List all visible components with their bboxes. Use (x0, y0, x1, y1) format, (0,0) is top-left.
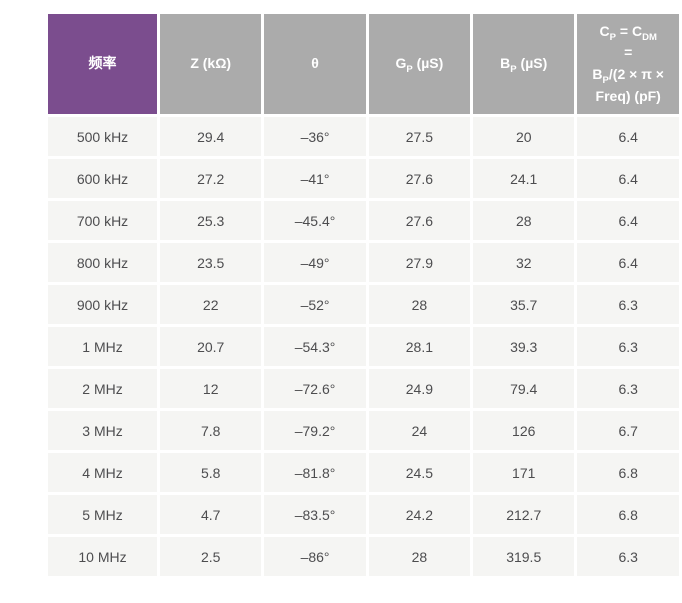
cell-freq: 900 kHz (48, 285, 158, 324)
table-row: 500 kHz 29.4 –36° 27.5 20 6.4 (48, 117, 679, 156)
cell-theta: –36° (264, 117, 366, 156)
cell-freq: 800 kHz (48, 243, 158, 282)
cell-bp: 319.5 (473, 537, 575, 576)
table-row: 1 MHz 20.7 –54.3° 28.1 39.3 6.3 (48, 327, 679, 366)
cell-gp: 24 (368, 411, 471, 450)
cell-gp: 27.9 (368, 243, 471, 282)
cell-z: 25.3 (160, 201, 262, 240)
col-header-gp: GP (µS) (368, 14, 471, 114)
cell-cp: 6.3 (577, 537, 679, 576)
cell-cp: 6.4 (577, 117, 679, 156)
cell-z: 4.7 (160, 495, 262, 534)
table-row: 3 MHz 7.8 –79.2° 24 126 6.7 (48, 411, 679, 450)
cell-gp: 28 (368, 285, 471, 324)
cell-gp: 28 (368, 537, 471, 576)
table-row: 800 kHz 23.5 –49° 27.9 32 6.4 (48, 243, 679, 282)
cell-bp: 35.7 (473, 285, 575, 324)
cell-bp: 20 (473, 117, 575, 156)
cell-freq: 3 MHz (48, 411, 158, 450)
col-header-z: Z (kΩ) (160, 14, 262, 114)
cell-freq: 2 MHz (48, 369, 158, 408)
cell-cp: 6.3 (577, 369, 679, 408)
col-header-cp: CP = CDM = BP/(2 × π × Freq) (pF) (577, 14, 679, 114)
table-header-row: 频率 Z (kΩ) θ GP (µS) BP (µS) CP = CDM = BP/(2 × … (48, 14, 679, 114)
table-row: 700 kHz 25.3 –45.4° 27.6 28 6.4 (48, 201, 679, 240)
cell-gp: 28.1 (368, 327, 471, 366)
cell-z: 20.7 (160, 327, 262, 366)
cell-bp: 39.3 (473, 327, 575, 366)
cell-z: 2.5 (160, 537, 262, 576)
cell-z: 27.2 (160, 159, 262, 198)
table-row: 600 kHz 27.2 –41° 27.6 24.1 6.4 (48, 159, 679, 198)
cell-theta: –79.2° (264, 411, 366, 450)
cell-bp: 171 (473, 453, 575, 492)
cell-bp: 32 (473, 243, 575, 282)
cell-z: 7.8 (160, 411, 262, 450)
cell-bp: 28 (473, 201, 575, 240)
table-row: 900 kHz 22 –52° 28 35.7 6.3 (48, 285, 679, 324)
cell-theta: –54.3° (264, 327, 366, 366)
cell-gp: 24.9 (368, 369, 471, 408)
cell-theta: –52° (264, 285, 366, 324)
cell-bp: 212.7 (473, 495, 575, 534)
cell-cp: 6.4 (577, 243, 679, 282)
cell-freq: 5 MHz (48, 495, 158, 534)
cell-theta: –41° (264, 159, 366, 198)
cell-theta: –45.4° (264, 201, 366, 240)
cell-cp: 6.8 (577, 453, 679, 492)
impedance-measurement-table: 频率 Z (kΩ) θ GP (µS) BP (µS) CP = CDM = BP/(2 × … (45, 11, 682, 579)
cell-theta: –81.8° (264, 453, 366, 492)
table-row: 2 MHz 12 –72.6° 24.9 79.4 6.3 (48, 369, 679, 408)
cell-gp: 27.5 (368, 117, 471, 156)
cell-z: 22 (160, 285, 262, 324)
cell-z: 23.5 (160, 243, 262, 282)
cell-z: 12 (160, 369, 262, 408)
cell-cp: 6.3 (577, 285, 679, 324)
col-header-bp: BP (µS) (473, 14, 575, 114)
cell-theta: –72.6° (264, 369, 366, 408)
col-header-theta: θ (264, 14, 366, 114)
col-header-freq: 频率 (48, 14, 158, 114)
cell-theta: –49° (264, 243, 366, 282)
table-body: 500 kHz 29.4 –36° 27.5 20 6.4 600 kHz 27.2 –41° 2… (48, 117, 679, 576)
cell-freq: 10 MHz (48, 537, 158, 576)
cell-gp: 27.6 (368, 159, 471, 198)
cell-theta: –83.5° (264, 495, 366, 534)
table-header: 频率 Z (kΩ) θ GP (µS) BP (µS) CP = CDM = BP/(2 × … (48, 14, 679, 114)
cell-gp: 24.2 (368, 495, 471, 534)
cell-cp: 6.4 (577, 201, 679, 240)
cell-gp: 27.6 (368, 201, 471, 240)
table-row: 10 MHz 2.5 –86° 28 319.5 6.3 (48, 537, 679, 576)
cell-bp: 24.1 (473, 159, 575, 198)
cell-freq: 600 kHz (48, 159, 158, 198)
cell-cp: 6.7 (577, 411, 679, 450)
cell-gp: 24.5 (368, 453, 471, 492)
cell-cp: 6.3 (577, 327, 679, 366)
cell-z: 5.8 (160, 453, 262, 492)
cell-cp: 6.4 (577, 159, 679, 198)
cell-bp: 126 (473, 411, 575, 450)
cell-freq: 700 kHz (48, 201, 158, 240)
table-row: 4 MHz 5.8 –81.8° 24.5 171 6.8 (48, 453, 679, 492)
cell-z: 29.4 (160, 117, 262, 156)
table-row: 5 MHz 4.7 –83.5° 24.2 212.7 6.8 (48, 495, 679, 534)
cell-freq: 1 MHz (48, 327, 158, 366)
cell-freq: 500 kHz (48, 117, 158, 156)
cell-cp: 6.8 (577, 495, 679, 534)
cell-theta: –86° (264, 537, 366, 576)
cell-freq: 4 MHz (48, 453, 158, 492)
cell-bp: 79.4 (473, 369, 575, 408)
